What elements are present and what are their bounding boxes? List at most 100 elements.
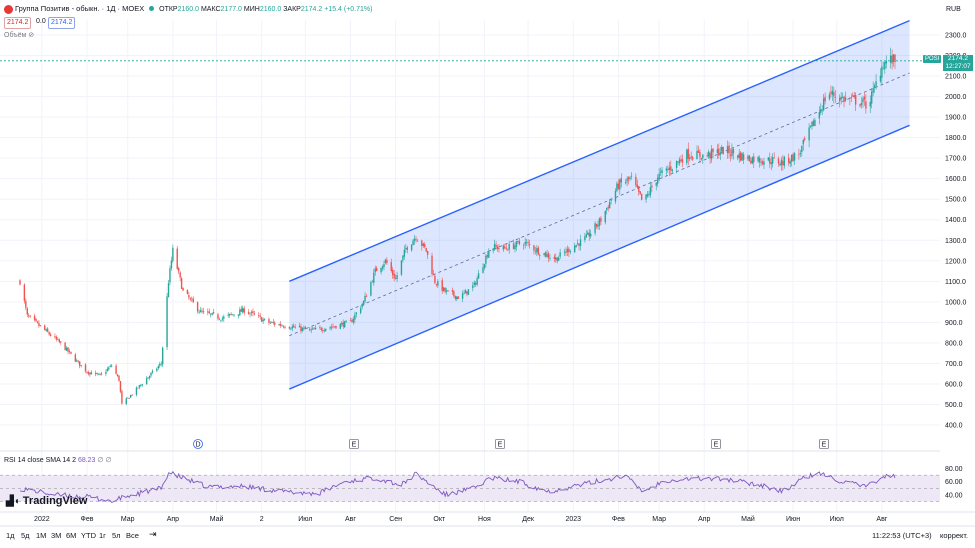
- range-5d[interactable]: 5д: [21, 531, 30, 540]
- price-tick-label: 1300.0: [945, 238, 967, 245]
- candle-body: [268, 319, 270, 323]
- candle-body: [606, 208, 608, 211]
- candle-body: [636, 184, 639, 188]
- candle-body: [131, 394, 133, 396]
- candle-body: [879, 75, 882, 82]
- candle-body: [515, 241, 518, 247]
- candle-body: [728, 145, 730, 154]
- candle-body: [665, 168, 668, 171]
- candle-body: [300, 326, 302, 331]
- candle-body: [700, 157, 703, 160]
- range-3m[interactable]: 3М: [51, 531, 62, 540]
- time-tick-label: Ноя: [478, 516, 491, 523]
- candle-body: [559, 252, 561, 257]
- goto-date-icon[interactable]: ⇥: [149, 529, 157, 539]
- candle-body: [159, 364, 161, 366]
- candle-body: [333, 326, 336, 328]
- rsi-line: [19, 470, 896, 504]
- candle-body: [779, 163, 781, 166]
- clock[interactable]: 11:22:53 (UTC+3): [872, 531, 932, 540]
- candle-body: [553, 256, 556, 260]
- candle-body: [329, 327, 331, 329]
- candle-body: [584, 236, 586, 241]
- candle-body: [304, 326, 307, 330]
- candle-body: [863, 96, 866, 100]
- range-all[interactable]: Все: [126, 531, 139, 540]
- candle-body: [473, 282, 475, 285]
- price-axis: 2300.02200.02100.02000.01900.01800.01700…: [945, 33, 967, 430]
- candle-body: [627, 176, 630, 180]
- candle-body: [467, 289, 470, 295]
- candle-body: [527, 242, 529, 244]
- candle-body: [843, 96, 845, 102]
- range-1m[interactable]: 1М: [36, 531, 47, 540]
- candle-body: [507, 249, 509, 251]
- candle-body: [655, 182, 657, 186]
- range-1y[interactable]: 1г: [99, 531, 106, 540]
- bid-pill[interactable]: 2174.2: [4, 17, 32, 29]
- candle-body: [533, 245, 535, 251]
- candle-body: [48, 332, 50, 335]
- last-price-value: 2174.2: [948, 55, 968, 62]
- candle-body: [211, 312, 213, 315]
- candle-body: [852, 95, 854, 97]
- ask-pill[interactable]: 2174.2: [48, 17, 76, 29]
- time-tick-label: Апр: [698, 516, 710, 523]
- candle-body: [820, 109, 822, 113]
- price-tick-label: 1600.0: [945, 176, 967, 183]
- candle-body: [198, 311, 200, 313]
- range-5y[interactable]: 5л: [112, 531, 121, 540]
- candle-body: [422, 243, 424, 246]
- earnings-marker-icon: [819, 439, 829, 449]
- eye-crossed-icon[interactable]: ⊘: [28, 32, 35, 39]
- candle-body: [371, 281, 374, 283]
- candle-body: [485, 255, 487, 264]
- candle-body: [539, 255, 541, 257]
- time-tick-label: 2: [260, 516, 264, 523]
- ohlc-close-value: 2174.2: [300, 6, 323, 13]
- adjust-toggle[interactable]: коррект.: [940, 531, 969, 540]
- candle-body: [202, 311, 205, 313]
- candle-body: [770, 162, 772, 165]
- range-6m[interactable]: 6М: [66, 531, 77, 540]
- candle-body: [729, 154, 732, 156]
- market-status-icon: [149, 6, 155, 11]
- symbol-title[interactable]: Группа Позитив - обыкн. · 1Д · MOEX: [14, 4, 145, 13]
- candle-body: [721, 146, 723, 152]
- candle-body: [466, 291, 468, 295]
- range-1d[interactable]: 1д: [6, 531, 15, 540]
- candle-body: [610, 199, 612, 201]
- price-axis-bg: [940, 20, 975, 530]
- candle-body: [352, 318, 355, 323]
- candle-body: [793, 153, 796, 161]
- candle-body: [26, 308, 28, 315]
- candle-body: [339, 323, 341, 329]
- time-tick-label: Июл: [298, 516, 312, 523]
- candle-body: [492, 248, 494, 251]
- candle-body: [555, 257, 557, 260]
- candle-body: [884, 62, 886, 70]
- tradingview-logo[interactable]: ▟◖ TradingView: [6, 495, 87, 507]
- candle-body: [243, 308, 245, 313]
- candle-body: [416, 240, 419, 242]
- candle-body: [588, 232, 590, 237]
- candle-body: [802, 139, 804, 145]
- candle-body: [70, 351, 72, 354]
- candle-body: [196, 302, 199, 312]
- candle-body: [640, 193, 643, 200]
- price-tick-label: 1400.0: [945, 217, 967, 224]
- candle-body: [751, 157, 754, 164]
- candle-body: [233, 314, 235, 316]
- rsi-legend[interactable]: RSI 14 close SMA 14 2 68.23 ∅ ∅: [4, 456, 112, 464]
- candle-body: [671, 169, 673, 172]
- candle-body: [885, 60, 887, 64]
- range-ytd[interactable]: YTD: [81, 531, 96, 540]
- candle-body: [850, 97, 853, 99]
- earnings-marker-icon: [495, 439, 505, 449]
- candle-body: [373, 272, 375, 283]
- candle-body: [809, 125, 812, 127]
- candle-body: [853, 95, 855, 97]
- currency-label[interactable]: RUB: [946, 6, 961, 13]
- price-tick-label: 2100.0: [945, 74, 967, 81]
